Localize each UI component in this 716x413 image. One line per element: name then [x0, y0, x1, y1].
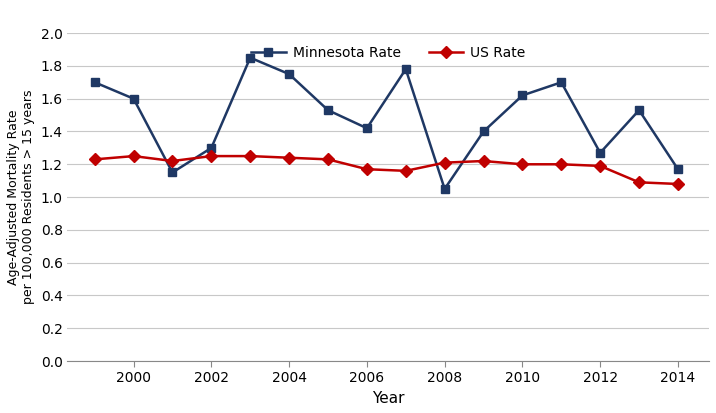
US Rate — [596, 164, 604, 169]
Minnesota Rate — [207, 145, 216, 150]
Minnesota Rate — [479, 129, 488, 134]
US Rate — [557, 162, 566, 167]
US Rate — [518, 162, 527, 167]
Minnesota Rate — [285, 71, 294, 76]
US Rate — [90, 157, 99, 162]
Minnesota Rate — [90, 80, 99, 85]
Minnesota Rate — [557, 80, 566, 85]
Minnesota Rate — [130, 96, 138, 101]
US Rate — [130, 154, 138, 159]
US Rate — [207, 154, 216, 159]
Minnesota Rate — [635, 108, 644, 113]
Minnesota Rate — [168, 170, 177, 175]
Y-axis label: Age-Adjusted Mortality Rate
per 100,000 Residents > 15 years: Age-Adjusted Mortality Rate per 100,000 … — [7, 90, 35, 304]
Legend: Minnesota Rate, US Rate: Minnesota Rate, US Rate — [246, 40, 531, 65]
US Rate — [402, 169, 410, 173]
US Rate — [168, 159, 177, 164]
US Rate — [635, 180, 644, 185]
Minnesota Rate — [674, 167, 682, 172]
Minnesota Rate — [402, 66, 410, 71]
US Rate — [324, 157, 332, 162]
US Rate — [440, 160, 449, 165]
US Rate — [285, 155, 294, 160]
US Rate — [246, 154, 254, 159]
Minnesota Rate — [518, 93, 527, 98]
US Rate — [479, 159, 488, 164]
Minnesota Rate — [324, 108, 332, 113]
Line: US Rate: US Rate — [90, 152, 682, 188]
Minnesota Rate — [596, 150, 604, 155]
X-axis label: Year: Year — [372, 391, 405, 406]
Minnesota Rate — [440, 186, 449, 191]
Minnesota Rate — [246, 55, 254, 60]
US Rate — [674, 181, 682, 186]
Line: Minnesota Rate: Minnesota Rate — [90, 54, 682, 193]
US Rate — [362, 167, 371, 172]
Minnesota Rate — [362, 126, 371, 131]
